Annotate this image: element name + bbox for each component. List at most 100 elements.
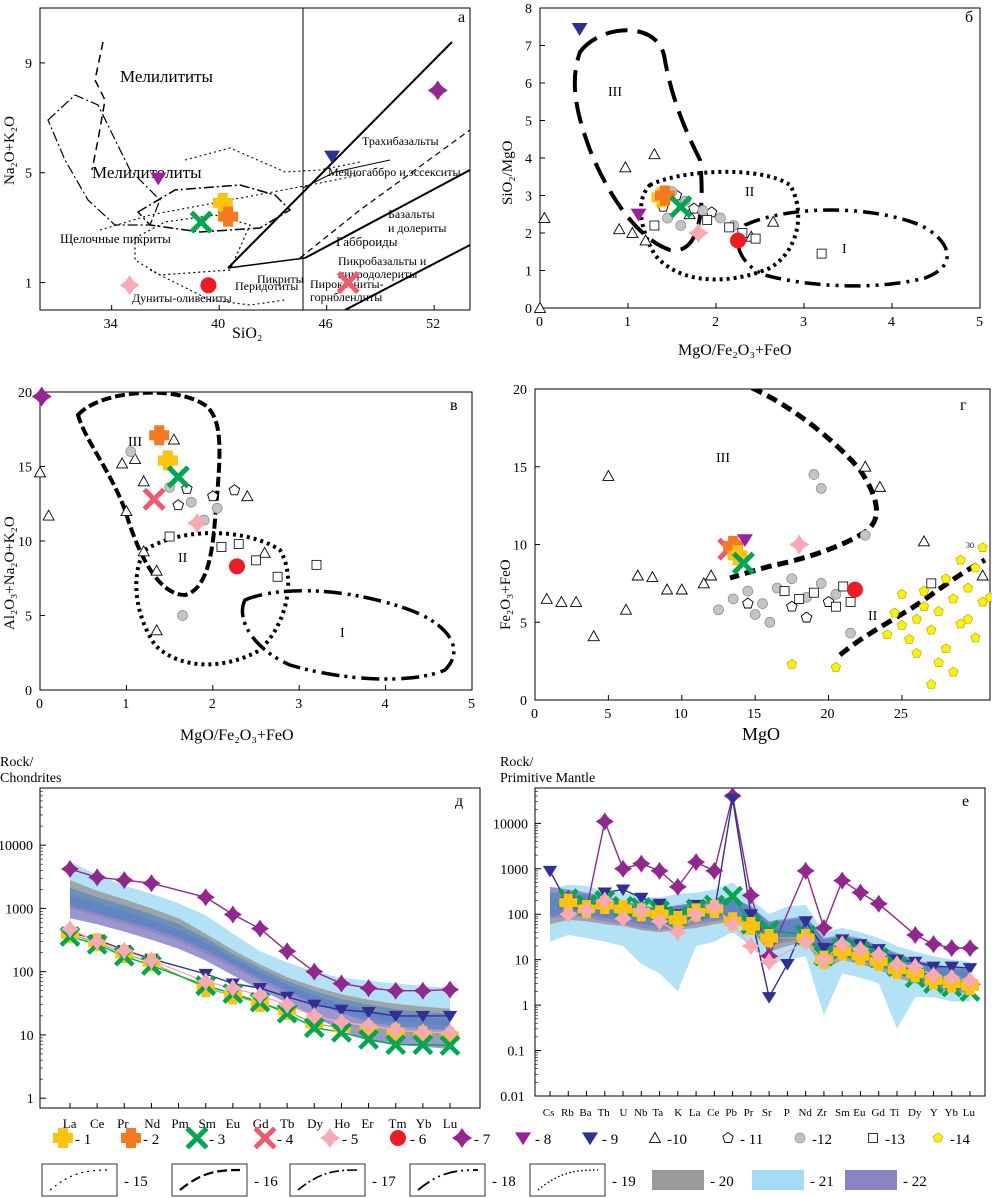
data-point [859, 529, 871, 541]
legend-label: - 8 [535, 1132, 551, 1148]
y-tick-label: 10 [18, 535, 32, 550]
y-tick-label: 20 [513, 383, 527, 398]
y-tick-label: 5 [25, 610, 32, 625]
legend-label: - 5 [342, 1132, 358, 1148]
x-tick-label: Pb [725, 1107, 737, 1119]
data-point [858, 460, 872, 472]
data-point [595, 891, 614, 910]
symbol-10 [648, 1131, 662, 1143]
data-point [918, 601, 930, 611]
range-band [70, 880, 450, 1026]
data-point [722, 885, 743, 907]
data-point [798, 916, 813, 928]
data-point [142, 951, 161, 970]
field-III-b [572, 28, 704, 253]
data-point [766, 215, 780, 227]
data-point [137, 545, 150, 557]
panel-letter-b: б [965, 9, 973, 26]
x-tick-label: K [674, 1107, 682, 1119]
legend-label: - 21 [810, 1174, 834, 1190]
field-label: Мелилититы [120, 67, 214, 86]
field-label: Базальты [388, 207, 435, 221]
data-point [61, 920, 79, 939]
data-point [334, 1004, 349, 1017]
x-tick-label: 0 [531, 707, 538, 722]
data-point [845, 597, 856, 607]
field-III-v [75, 392, 222, 598]
data-point [258, 546, 271, 558]
legend-item: - 16 [171, 1163, 278, 1197]
data-point [961, 939, 979, 958]
legend-label: - 19 [612, 1174, 636, 1190]
symbol-9 [582, 1132, 598, 1146]
legend-label: -10 [667, 1132, 687, 1148]
x-axis-label-a: SiO₂ [232, 325, 262, 342]
data-point [241, 489, 254, 502]
y-tick-label: 1 [525, 265, 532, 280]
data-point [741, 886, 760, 905]
data-point [933, 606, 944, 616]
x-tick-label: Ce [707, 1107, 719, 1119]
data-point [577, 901, 596, 920]
data-point [814, 918, 833, 937]
data-point [538, 211, 551, 223]
data-point [614, 909, 633, 928]
data-point [906, 925, 925, 944]
data-point [42, 509, 55, 521]
x-tick-label: Pr [744, 1107, 754, 1119]
y-tick-label: 10 [515, 954, 529, 969]
legend-label: - 9 [602, 1132, 618, 1148]
data-point [933, 657, 944, 667]
legend-label: - 3 [209, 1132, 225, 1148]
legend-item: - 11 [722, 1131, 763, 1148]
field-II-g-boundary [838, 557, 987, 657]
x-tick-label: Yb [416, 1116, 432, 1131]
data-point [702, 214, 713, 225]
data-point [119, 275, 140, 296]
legend-label: - 15 [124, 1174, 148, 1190]
data-point [251, 919, 269, 938]
field-line-thick-1 [227, 41, 453, 269]
y-tick-label: 5 [520, 616, 527, 631]
x-tick-label: Eu [853, 1107, 866, 1119]
data-point [660, 583, 674, 595]
x-tick-label: Yb [945, 1107, 959, 1119]
data-point [142, 874, 161, 893]
data-point [587, 629, 600, 642]
x-tick-label: 15 [747, 707, 761, 722]
data-point [816, 943, 832, 955]
y-tick-label: 7 [525, 40, 532, 55]
data-point [830, 661, 841, 672]
x-tick-label: Lu [963, 1107, 976, 1119]
legend-item: -12 [794, 1132, 832, 1148]
legend-item: - 15 [41, 1163, 148, 1197]
data-point [800, 611, 813, 623]
x-axis-label-g: MgO [742, 724, 780, 744]
field-label: и долериты [388, 221, 446, 235]
x-tick-label: 0 [36, 697, 43, 712]
data-point [697, 576, 711, 589]
y-tick-label: 9 [25, 57, 32, 72]
data-point [911, 613, 922, 624]
symbol-14 [932, 1132, 944, 1143]
x-tick-label: Pm [171, 1116, 188, 1131]
data-point [631, 569, 645, 581]
y-axis-label-bottom-d: Chondrites [0, 771, 61, 786]
data-point [906, 957, 925, 976]
field-label: I [340, 626, 345, 641]
data-point [851, 883, 870, 902]
data-point [882, 629, 893, 639]
data-point [984, 592, 992, 602]
data-point [873, 480, 887, 492]
data-point [970, 632, 981, 643]
data-point [705, 861, 724, 880]
field-label: Трахибазальты [362, 134, 439, 148]
data-point [149, 425, 170, 446]
data-point [626, 226, 639, 238]
data-point [743, 909, 759, 921]
symbol-12 [794, 1132, 806, 1144]
x-tick-label: Lu [443, 1116, 458, 1131]
legend-label: - 11 [740, 1132, 763, 1148]
data-point [386, 981, 405, 1000]
